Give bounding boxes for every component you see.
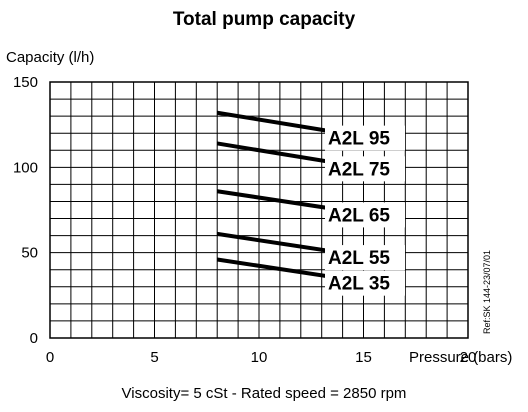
- series-label: A2L 35: [328, 274, 390, 295]
- reference-note: Ref:SK 144-23/07/01: [482, 250, 492, 334]
- y-axis-label: Capacity (l/h): [6, 49, 94, 66]
- x-axis-label: Pressure (bars): [409, 349, 512, 366]
- series-label-background: [325, 245, 405, 271]
- x-tick-labels: 0 5 10 15 20: [46, 349, 477, 366]
- y-tick-label: 150: [13, 74, 38, 91]
- chart-title: Total pump capacity: [173, 9, 356, 30]
- series-label-background: [325, 270, 405, 296]
- series-labels: A2L 95 A2L 75 A2L 65 A2L 55 A2L 35: [325, 125, 405, 296]
- x-tick-label: 15: [355, 349, 372, 366]
- y-tick-label: 100: [13, 159, 38, 176]
- y-tick-labels: 0 50 100 150: [13, 74, 38, 347]
- x-tick-label: 10: [251, 349, 268, 366]
- footer-note: Viscosity= 5 cSt - Rated speed = 2850 rp…: [122, 385, 407, 402]
- x-tick-label: 5: [150, 349, 158, 366]
- series-label-background: [325, 125, 405, 151]
- series-label-background: [325, 202, 405, 228]
- x-tick-label: 20: [460, 349, 477, 366]
- plot-frame: [49, 81, 469, 339]
- y-tick-label: 0: [30, 330, 38, 347]
- series-label: A2L 55: [328, 248, 390, 269]
- y-tick-label: 50: [21, 245, 38, 262]
- series-label-background: [325, 156, 405, 182]
- series-label: A2L 65: [328, 205, 390, 226]
- x-tick-label: 0: [46, 349, 54, 366]
- series-label: A2L 95: [328, 129, 390, 150]
- series-label: A2L 75: [328, 159, 390, 180]
